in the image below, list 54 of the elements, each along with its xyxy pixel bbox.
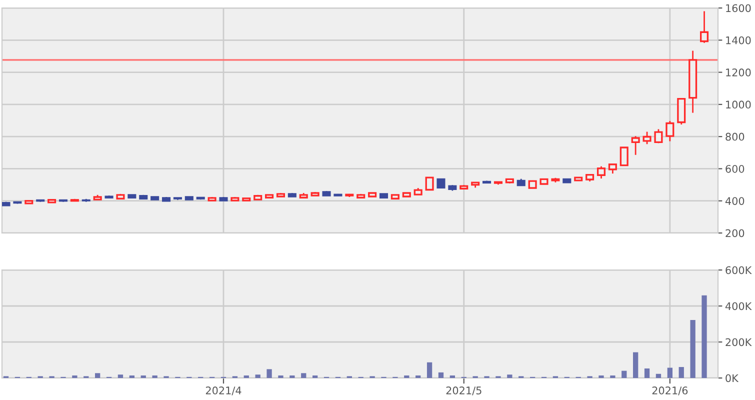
y-tick-label: 800 bbox=[726, 132, 744, 141]
bar bbox=[690, 320, 696, 378]
y-tick-label: 1600 bbox=[726, 4, 751, 12]
bar bbox=[255, 374, 260, 378]
candlestick bbox=[596, 166, 606, 180]
bar bbox=[610, 375, 616, 378]
bar bbox=[118, 374, 124, 378]
bar bbox=[312, 375, 318, 378]
candlestick bbox=[654, 128, 663, 144]
y-tick-label: 0K bbox=[726, 374, 739, 382]
y-tick-label: 200 bbox=[726, 229, 744, 238]
bar bbox=[598, 375, 604, 378]
bar bbox=[404, 375, 410, 378]
y-tick-label: 600K bbox=[726, 266, 752, 274]
bar bbox=[656, 374, 662, 378]
bar bbox=[644, 368, 650, 378]
bar bbox=[416, 375, 421, 378]
bar bbox=[622, 370, 627, 378]
bar bbox=[278, 375, 284, 378]
candlestick bbox=[642, 131, 652, 145]
x-tick-label: 2021/4 bbox=[206, 386, 242, 396]
bar bbox=[152, 375, 158, 378]
bar bbox=[301, 373, 306, 378]
bar bbox=[290, 375, 295, 378]
y-tick-label: 200K bbox=[726, 338, 752, 346]
x-tick-label: 2021/6 bbox=[652, 386, 688, 396]
bar bbox=[507, 374, 512, 378]
bar bbox=[450, 375, 456, 378]
y-tick-label: 600 bbox=[726, 164, 744, 173]
candlestick bbox=[700, 10, 709, 44]
y-tick-label: 400K bbox=[725, 302, 752, 310]
bar bbox=[678, 367, 684, 378]
y-tick-label: 400 bbox=[725, 197, 744, 205]
bar bbox=[702, 295, 707, 378]
bar bbox=[72, 375, 78, 378]
bar bbox=[426, 362, 432, 378]
candlestick bbox=[608, 164, 617, 174]
y-tick-label: 1400 bbox=[726, 36, 751, 44]
bar bbox=[266, 369, 272, 378]
bar bbox=[438, 372, 444, 378]
bar bbox=[633, 352, 638, 378]
y-tick-label: 1200 bbox=[726, 68, 751, 76]
candlestick bbox=[666, 120, 674, 142]
candlestick bbox=[425, 176, 434, 191]
candlestick bbox=[677, 98, 686, 126]
candlestick bbox=[631, 135, 640, 156]
bar bbox=[95, 373, 100, 378]
y-tick-label: 1000 bbox=[726, 100, 751, 109]
bar bbox=[129, 375, 134, 378]
x-tick-label: 2021/5 bbox=[446, 386, 482, 396]
bar bbox=[667, 368, 672, 378]
candlestick bbox=[620, 146, 628, 166]
bar bbox=[140, 375, 146, 378]
bar bbox=[244, 375, 249, 378]
